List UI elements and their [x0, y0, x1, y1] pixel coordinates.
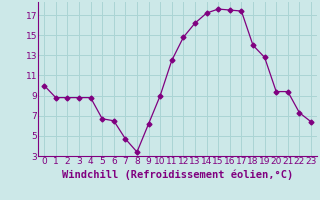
X-axis label: Windchill (Refroidissement éolien,°C): Windchill (Refroidissement éolien,°C)	[62, 169, 293, 180]
